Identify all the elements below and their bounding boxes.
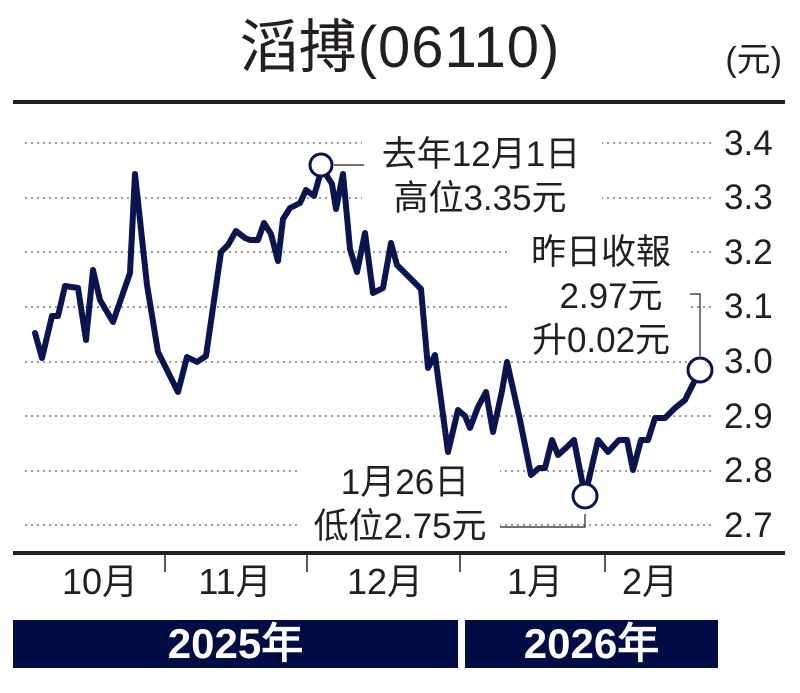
close-annotation-title: 昨日收報	[530, 233, 671, 272]
low-annotation-date: 1月26日	[340, 463, 470, 502]
month-label-nov: 11月	[198, 561, 272, 602]
top-rule	[13, 100, 785, 104]
price-line	[32, 165, 702, 499]
high-annotation-value: 高位3.35元	[393, 179, 567, 218]
unit-label: (元)	[725, 41, 782, 79]
month-label-jan: 1月	[506, 561, 564, 602]
low-leader	[500, 514, 586, 528]
y-tick-label: 3.2	[724, 233, 773, 272]
year-bar-2025: 2025年	[13, 620, 458, 668]
y-tick-label: 3.3	[724, 178, 773, 217]
month-label-feb: 2月	[621, 561, 679, 602]
close-annotation-change: 升0.02元	[531, 321, 671, 360]
close-leader	[690, 293, 701, 356]
y-tick-label: 3.4	[724, 124, 773, 163]
high-annotation-date: 去年12月1日	[381, 135, 581, 174]
y-tick-label: 2.8	[724, 451, 773, 490]
month-label-oct: 10月	[61, 561, 139, 602]
y-tick-label: 2.7	[724, 506, 773, 545]
month-ticks	[164, 553, 606, 572]
y-tick-label: 3.1	[724, 287, 773, 326]
year-bar-2026: 2026年	[465, 620, 718, 668]
close-annotation-price: 2.97元	[559, 277, 663, 316]
low-annotation-value: 低位2.75元	[313, 507, 487, 546]
chart-title: 滔搏(06110)	[239, 15, 561, 80]
high-marker	[308, 152, 334, 178]
y-tick-label: 3.0	[724, 342, 773, 381]
y-tick-label: 2.9	[724, 397, 773, 436]
month-label-dec: 12月	[346, 561, 424, 602]
close-marker	[686, 356, 714, 384]
low-marker	[571, 482, 599, 510]
